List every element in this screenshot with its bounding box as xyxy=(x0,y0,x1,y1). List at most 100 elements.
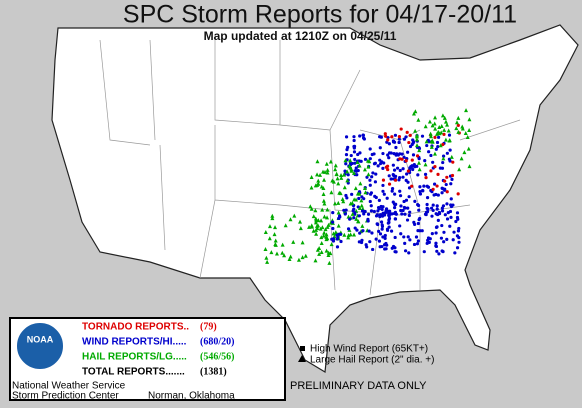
report-marker xyxy=(406,150,410,154)
report-marker xyxy=(342,232,347,237)
report-marker xyxy=(316,178,321,183)
report-marker xyxy=(398,168,402,173)
report-marker xyxy=(408,238,412,242)
report-marker xyxy=(366,212,371,216)
report-marker xyxy=(267,236,272,241)
report-marker xyxy=(443,137,448,142)
report-marker xyxy=(441,156,446,161)
report-marker xyxy=(359,198,364,203)
report-marker xyxy=(365,175,369,179)
report-marker xyxy=(354,216,359,221)
report-marker xyxy=(319,184,324,189)
report-marker xyxy=(357,163,362,168)
report-marker xyxy=(380,223,384,227)
report-marker xyxy=(391,163,395,167)
report-marker xyxy=(345,148,349,152)
report-marker xyxy=(403,241,407,245)
report-marker xyxy=(298,226,303,231)
report-marker xyxy=(420,229,424,233)
report-marker xyxy=(425,184,429,188)
report-marker xyxy=(440,249,444,253)
report-marker xyxy=(445,122,450,127)
report-marker xyxy=(437,252,441,256)
report-marker xyxy=(394,174,398,178)
report-marker xyxy=(423,158,427,163)
report-marker xyxy=(429,169,433,173)
report-marker xyxy=(442,115,447,120)
high-wind-symbol xyxy=(300,346,305,351)
report-marker xyxy=(400,212,404,216)
report-marker xyxy=(357,206,362,211)
report-marker xyxy=(397,135,402,139)
report-marker xyxy=(339,239,343,244)
report-marker xyxy=(449,154,454,159)
report-marker xyxy=(393,235,397,240)
report-marker xyxy=(411,153,416,157)
report-marker xyxy=(397,140,401,145)
report-marker xyxy=(363,157,368,161)
report-marker xyxy=(274,251,279,256)
report-marker xyxy=(300,240,305,245)
report-marker xyxy=(421,188,425,193)
report-marker xyxy=(330,178,335,183)
report-marker xyxy=(343,169,347,173)
report-marker xyxy=(431,203,435,207)
report-marker xyxy=(357,240,361,244)
report-marker xyxy=(440,113,445,118)
report-marker xyxy=(361,229,365,233)
preliminary-note: PRELIMINARY DATA ONLY xyxy=(290,380,427,392)
report-marker xyxy=(413,165,417,169)
report-marker xyxy=(370,231,374,235)
report-marker xyxy=(402,235,406,239)
report-marker xyxy=(391,140,396,144)
report-marker xyxy=(440,209,445,213)
state-lines xyxy=(99,39,521,296)
report-marker xyxy=(287,257,292,262)
report-marker xyxy=(434,241,438,245)
report-marker xyxy=(352,197,357,202)
report-marker xyxy=(352,216,356,220)
report-marker xyxy=(459,156,464,161)
report-marker xyxy=(444,182,448,187)
large-hail-symbol xyxy=(298,355,306,362)
report-marker xyxy=(418,189,422,194)
report-marker xyxy=(368,157,372,161)
report-marker xyxy=(308,204,313,209)
footer-location: Norman, Oklahoma xyxy=(148,391,235,402)
report-marker xyxy=(418,192,423,196)
report-marker xyxy=(399,208,403,213)
report-marker xyxy=(447,138,452,143)
report-marker xyxy=(341,199,346,204)
report-marker xyxy=(408,210,412,214)
report-marker xyxy=(434,147,438,151)
report-marker xyxy=(389,177,393,181)
report-marker xyxy=(432,193,436,197)
report-marker xyxy=(415,154,420,158)
report-marker xyxy=(387,156,391,160)
report-marker xyxy=(353,157,357,162)
report-marker xyxy=(355,159,360,164)
report-marker xyxy=(423,124,428,129)
report-marker xyxy=(435,249,439,253)
report-marker xyxy=(453,251,457,255)
report-marker xyxy=(393,192,397,196)
report-marker xyxy=(356,219,361,224)
report-marker xyxy=(336,181,341,186)
report-marker xyxy=(404,159,408,163)
report-marker xyxy=(442,230,446,234)
report-marker xyxy=(417,148,422,153)
report-marker xyxy=(380,214,385,218)
report-marker xyxy=(442,127,447,132)
report-marker xyxy=(326,253,331,258)
report-marker xyxy=(429,153,433,158)
report-marker xyxy=(457,167,462,172)
report-marker xyxy=(283,223,288,228)
report-marker xyxy=(377,207,381,211)
report-marker xyxy=(443,188,447,192)
report-marker xyxy=(362,212,366,216)
report-marker xyxy=(392,168,397,172)
report-marker xyxy=(357,159,361,163)
report-marker xyxy=(401,175,405,179)
report-marker xyxy=(417,208,421,212)
